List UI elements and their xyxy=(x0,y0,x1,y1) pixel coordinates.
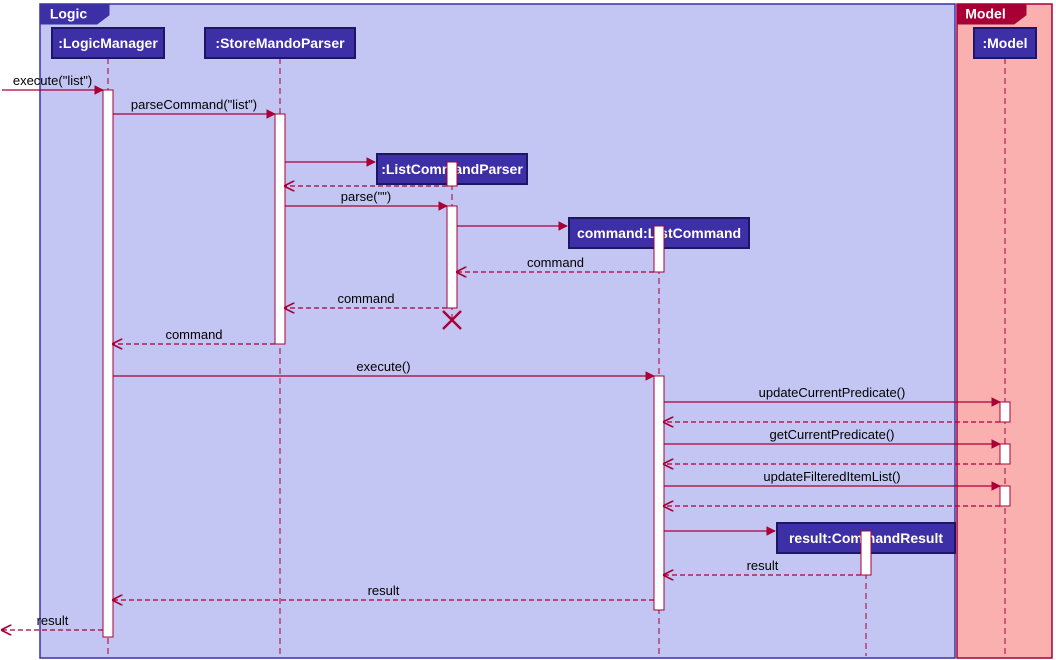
frame-model-label: Model xyxy=(965,6,1005,22)
activation-model-8 xyxy=(1000,486,1010,506)
message-label-18: result xyxy=(368,583,400,598)
sequence-diagram: Logic Model :LogicManager :StoreMandoParser… xyxy=(0,0,1056,660)
message-label-17: result xyxy=(747,558,779,573)
activation-logicManager-0 xyxy=(103,90,113,637)
message-label-7: command xyxy=(337,291,394,306)
message-label-14: updateFilteredItemList() xyxy=(763,469,900,484)
message-label-12: getCurrentPredicate() xyxy=(770,427,895,442)
activation-listCommand-4 xyxy=(654,226,664,272)
activation-storeMandoParser-1 xyxy=(275,114,285,344)
participant-logicManager-label: :LogicManager xyxy=(58,35,158,51)
activation-listCommand-5 xyxy=(654,376,664,610)
message-label-6: command xyxy=(527,255,584,270)
message-label-1: parseCommand("list") xyxy=(131,97,257,112)
message-label-4: parse("") xyxy=(341,189,391,204)
participant-model-label: :Model xyxy=(982,35,1027,51)
activation-commandResult-9 xyxy=(861,531,871,575)
activation-listCommandParser-2 xyxy=(447,162,457,186)
message-label-8: command xyxy=(165,327,222,342)
participant-storeMandoParser-label: :StoreMandoParser xyxy=(215,35,345,51)
message-label-9: execute() xyxy=(356,359,410,374)
activation-model-6 xyxy=(1000,402,1010,422)
frame-logic-label: Logic xyxy=(50,6,88,22)
message-label-19: result xyxy=(37,613,69,628)
message-label-10: updateCurrentPredicate() xyxy=(759,385,906,400)
message-label-0: execute("list") xyxy=(13,73,92,88)
activation-listCommandParser-3 xyxy=(447,206,457,308)
activation-model-7 xyxy=(1000,444,1010,464)
